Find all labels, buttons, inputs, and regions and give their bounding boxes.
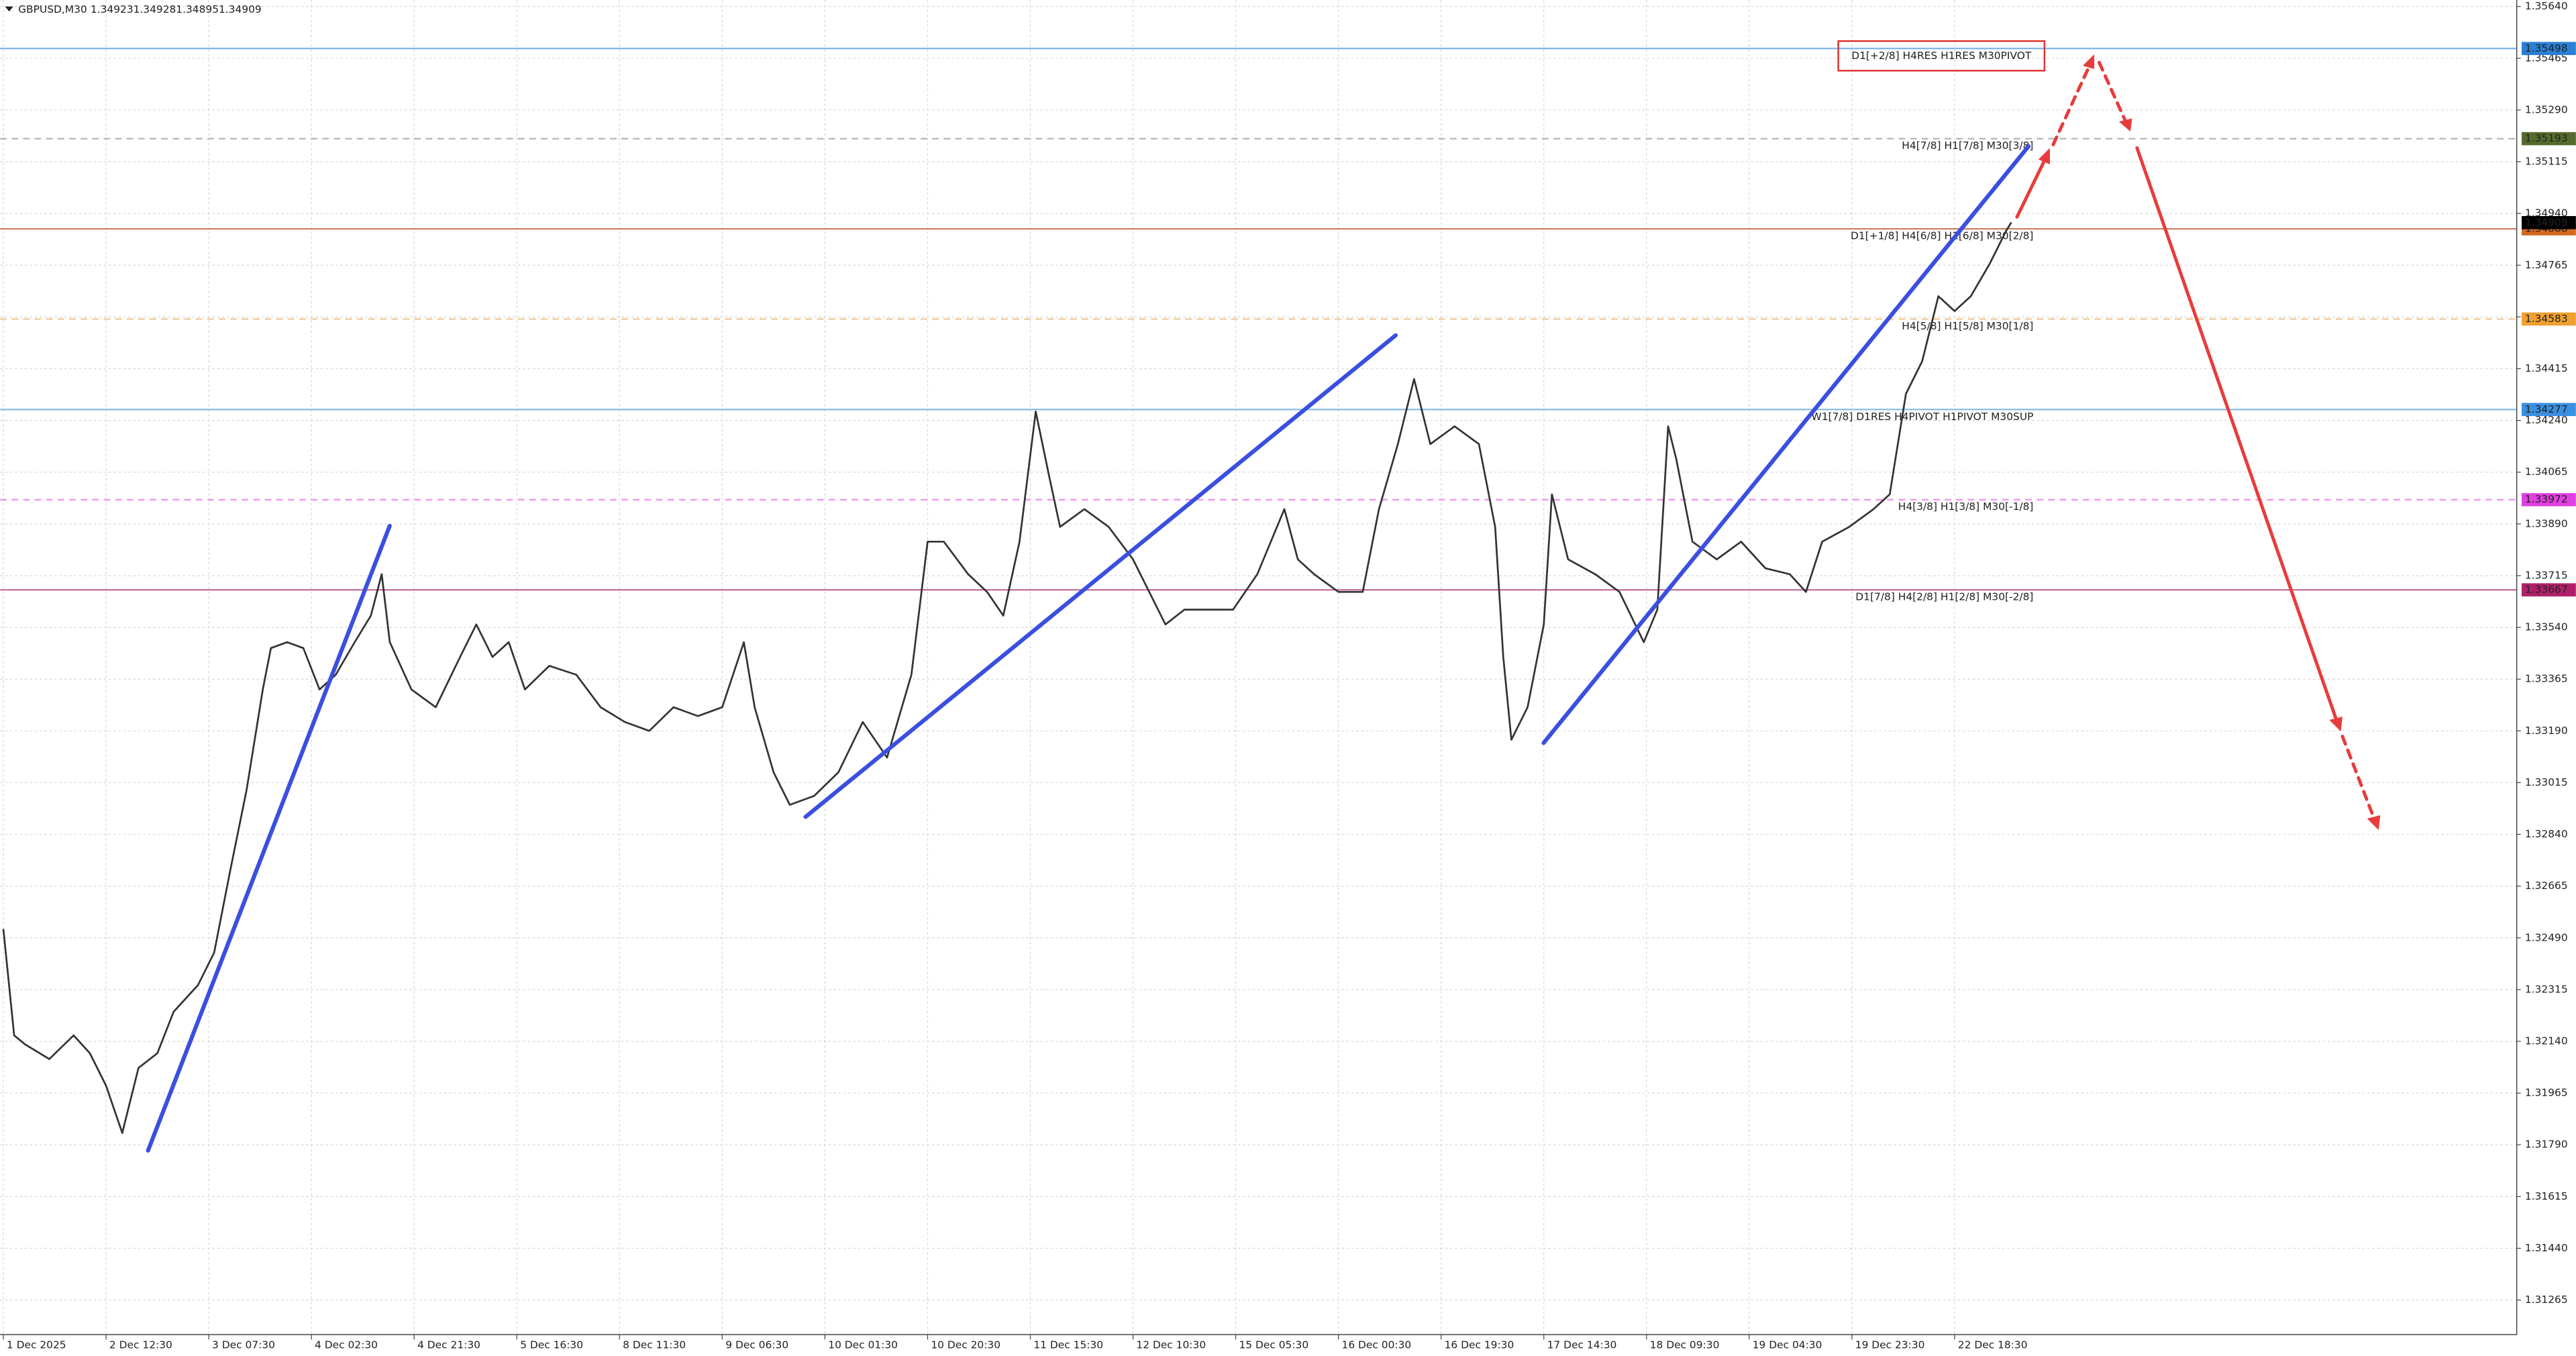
levels-layer: D1[+2/8] H4RES H1RES M30PIVOT H4[7/8] H1[… bbox=[0, 40, 2517, 603]
level-label-box bbox=[1837, 40, 2046, 72]
x-tick-label: 8 Dec 11:30 bbox=[623, 1339, 686, 1351]
grid-layer bbox=[0, 0, 2517, 1335]
x-tick-label: 12 Dec 10:30 bbox=[1136, 1339, 1206, 1351]
level-label: D1[+1/8] H4[6/8] H1[6/8] M30[2/8] bbox=[1851, 230, 2033, 242]
y-tick-label: 1.35640 bbox=[2525, 0, 2568, 12]
arrow-head bbox=[2329, 717, 2342, 732]
x-tick-label: 16 Dec 19:30 bbox=[1445, 1339, 1514, 1351]
low-price: 1.34895 bbox=[176, 3, 219, 15]
price-tag-label: 1.33972 bbox=[2525, 493, 2568, 505]
x-tick-label: 16 Dec 00:30 bbox=[1342, 1339, 1412, 1351]
x-tick-label: 19 Dec 04:30 bbox=[1753, 1339, 1822, 1351]
price-tag-label: 1.34277 bbox=[2525, 403, 2568, 415]
price-tag-label: 1.33667 bbox=[2525, 584, 2568, 596]
x-tick-label: 5 Dec 16:30 bbox=[520, 1339, 583, 1351]
y-tick-label: 1.31265 bbox=[2525, 1294, 2568, 1306]
price-line bbox=[2, 221, 2012, 1134]
open-price: 1.34923 bbox=[91, 3, 134, 15]
menu-triangle bbox=[5, 6, 13, 12]
x-tick-label: 1 Dec 2025 bbox=[7, 1339, 66, 1351]
level-label: D1[7/8] H4[2/8] H1[2/8] M30[-2/8] bbox=[1855, 591, 2033, 603]
forecast-arrow bbox=[2340, 735, 2377, 824]
x-tick-label: 9 Dec 06:30 bbox=[725, 1339, 788, 1351]
y-tick-label: 1.34415 bbox=[2525, 362, 2568, 374]
trend-line bbox=[803, 333, 1398, 819]
y-tick-label: 1.35115 bbox=[2525, 156, 2568, 168]
axes-layer: 1.356401.354651.352901.351151.349401.347… bbox=[3, 0, 2576, 1351]
x-tick-label: 10 Dec 20:30 bbox=[931, 1339, 1000, 1351]
y-tick-label: 1.34240 bbox=[2525, 414, 2568, 426]
trend-line bbox=[1541, 144, 2031, 745]
y-tick-label: 1.33190 bbox=[2525, 725, 2568, 737]
y-tick-label: 1.33890 bbox=[2525, 517, 2568, 529]
price-tag-label: 1.35193 bbox=[2525, 132, 2568, 144]
x-tick-label: 19 Dec 23:30 bbox=[1855, 1339, 1925, 1351]
arrow-head bbox=[2118, 118, 2132, 132]
arrow-head bbox=[2038, 148, 2050, 164]
price-tag bbox=[2521, 492, 2576, 507]
level-label: W1[7/8] D1RES H4PIVOT H1PIVOT M30SUP bbox=[1811, 411, 2033, 423]
price-tag-label: 1.35498 bbox=[2525, 42, 2568, 54]
price-tag bbox=[2521, 583, 2576, 596]
arrow-head bbox=[2367, 815, 2381, 831]
time-axis-bg bbox=[0, 1335, 2576, 1356]
x-tick-label: 4 Dec 02:30 bbox=[315, 1339, 378, 1351]
current-price-label: 1.34909 bbox=[2525, 216, 2568, 228]
y-tick-label: 1.31965 bbox=[2525, 1087, 2568, 1099]
x-tick-label: 10 Dec 01:30 bbox=[828, 1339, 898, 1351]
forecast-arrow bbox=[2015, 154, 2049, 219]
price-tag bbox=[2521, 403, 2576, 417]
x-tick-label: 4 Dec 21:30 bbox=[417, 1339, 480, 1351]
y-tick-label: 1.31790 bbox=[2525, 1139, 2568, 1151]
y-tick-label: 1.35290 bbox=[2525, 103, 2568, 115]
symbol: GBPUSD,M30 bbox=[18, 3, 87, 15]
level-label: H4[7/8] H1[7/8] M30[3/8] bbox=[1902, 140, 2033, 152]
level-label: H4[3/8] H1[3/8] M30[-1/8] bbox=[1898, 501, 2034, 513]
price-tag bbox=[2521, 312, 2576, 326]
arrow-head bbox=[2082, 54, 2095, 69]
high-price: 1.34928 bbox=[134, 3, 176, 15]
y-tick-label: 1.32840 bbox=[2525, 828, 2568, 840]
y-tick-label: 1.33015 bbox=[2525, 776, 2568, 788]
annotations bbox=[146, 54, 2381, 1153]
x-tick-label: 17 Dec 14:30 bbox=[1547, 1339, 1617, 1351]
x-tick-label: 15 Dec 05:30 bbox=[1239, 1339, 1308, 1351]
forecast-arrow bbox=[2051, 60, 2093, 147]
x-tick-label: 11 Dec 15:30 bbox=[1033, 1339, 1103, 1351]
y-tick-label: 1.34765 bbox=[2525, 259, 2568, 271]
forecast-arrow bbox=[2097, 60, 2129, 127]
y-tick-label: 1.34065 bbox=[2525, 466, 2568, 478]
y-tick-label: 1.31615 bbox=[2525, 1190, 2568, 1202]
level-label: H4[5/8] H1[5/8] M30[1/8] bbox=[1902, 320, 2033, 332]
y-tick-label: 1.32665 bbox=[2525, 880, 2568, 892]
y-tick-label: 1.33365 bbox=[2525, 673, 2568, 685]
y-tick-label: 1.31440 bbox=[2525, 1242, 2568, 1254]
trend-line bbox=[146, 523, 392, 1153]
close-price: 1.34909 bbox=[219, 3, 262, 15]
price-tag bbox=[2521, 132, 2576, 146]
current-price-tag bbox=[2521, 216, 2576, 229]
x-tick-label: 18 Dec 09:30 bbox=[1650, 1339, 1720, 1351]
price-tag-label: 1.34583 bbox=[2525, 313, 2568, 325]
level-label: D1[+2/8] H4RES H1RES M30PIVOT bbox=[1851, 50, 2032, 62]
y-tick-label: 1.33715 bbox=[2525, 569, 2568, 581]
y-tick-label: 1.32490 bbox=[2525, 931, 2568, 943]
forecast-arrow bbox=[2135, 146, 2340, 725]
x-tick-label: 3 Dec 07:30 bbox=[212, 1339, 275, 1351]
y-tick-label: 1.33540 bbox=[2525, 621, 2568, 633]
y-tick-label: 1.32140 bbox=[2525, 1035, 2568, 1047]
x-tick-label: 22 Dec 18:30 bbox=[1958, 1339, 2028, 1351]
x-tick-label: 2 Dec 12:30 bbox=[109, 1339, 172, 1351]
series-layer bbox=[2, 221, 2012, 1134]
price-tag bbox=[2521, 42, 2576, 56]
y-tick-label: 1.32315 bbox=[2525, 983, 2568, 995]
